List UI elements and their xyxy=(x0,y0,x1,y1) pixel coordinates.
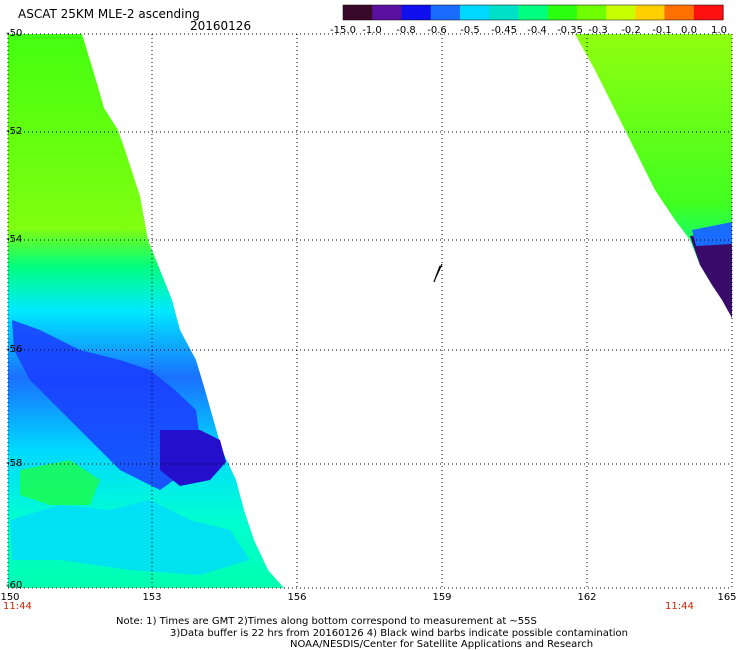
colorbar-swatch xyxy=(372,5,402,20)
colorbar-swatch xyxy=(693,5,724,20)
left-swath-lightblue-patch xyxy=(10,500,250,575)
note-line-1: Note: 1) Times are GMT 2)Times along bot… xyxy=(116,616,537,627)
product-title: ASCAT 25KM MLE-2 ascending xyxy=(18,7,200,21)
product-date: 20160126 xyxy=(190,19,252,33)
lon-tick-label: 159 xyxy=(432,592,452,603)
lat-lon-grid xyxy=(7,33,733,589)
colorbar-label: -0.4 xyxy=(527,25,547,36)
colorbar-label: -0.8 xyxy=(396,25,416,36)
colorbar-label: -0.3 xyxy=(588,25,608,36)
colorbar-label: 1.0 xyxy=(711,25,727,36)
lat-tick-label: -56 xyxy=(6,344,23,355)
note-line-3: NOAA/NESDIS/Center for Satellite Applica… xyxy=(290,639,594,650)
time-label-left: 11:44 xyxy=(3,601,32,612)
lon-tick-label: 150 xyxy=(0,592,20,603)
colorbar-swatch xyxy=(401,5,432,20)
colorbar-swatch xyxy=(489,5,519,20)
colorbar-swatch xyxy=(518,5,549,20)
lat-tick-label: -58 xyxy=(6,458,23,469)
wind-barb-icon xyxy=(433,263,443,283)
left-swath-darkblue-patch xyxy=(160,430,226,486)
lat-tick-label: -52 xyxy=(6,126,23,137)
lon-tick-label: 156 xyxy=(287,592,307,603)
colorbar-border xyxy=(342,4,724,21)
right-data-swath xyxy=(575,34,732,318)
colorbar-swatch xyxy=(430,5,461,20)
colorbar-label: -0.35 xyxy=(557,25,583,36)
lon-tick-label: 153 xyxy=(142,592,162,603)
colorbar xyxy=(342,4,724,21)
colorbar-label: -1.0 xyxy=(362,25,382,36)
colorbar-swatch xyxy=(459,5,490,20)
colorbar-label: -0.2 xyxy=(621,25,641,36)
colorbar-label: -0.6 xyxy=(427,25,447,36)
left-swath-blue-patch xyxy=(12,320,200,490)
colorbar-swatch xyxy=(664,5,695,20)
colorbar-label: -15.0 xyxy=(330,25,356,36)
right-swath-darkpurple-patch xyxy=(690,232,732,318)
lat-tick-label: -60 xyxy=(6,580,23,591)
note-line-2: 3)Data buffer is 22 hrs from 20160126 4)… xyxy=(170,628,628,639)
colorbar-swatch xyxy=(635,5,666,20)
right-swath-blue-edge xyxy=(692,222,732,246)
left-swath-green-patch xyxy=(20,460,100,505)
colorbar-swatch xyxy=(606,5,636,20)
colorbar-label: -0.5 xyxy=(460,25,480,36)
colorbar-label: -0.45 xyxy=(491,25,517,36)
colorbar-label: -0.1 xyxy=(652,25,672,36)
time-label-right: 11:44 xyxy=(665,601,694,612)
lat-tick-label: -54 xyxy=(6,234,23,245)
colorbar-swatch xyxy=(576,5,607,20)
lat-tick-label: -50 xyxy=(6,28,23,39)
lon-tick-label: 165 xyxy=(717,592,737,603)
colorbar-swatch xyxy=(547,5,578,20)
colorbar-swatch xyxy=(343,5,373,20)
colorbar-label: 0.0 xyxy=(681,25,697,36)
lon-tick-label: 162 xyxy=(577,592,597,603)
